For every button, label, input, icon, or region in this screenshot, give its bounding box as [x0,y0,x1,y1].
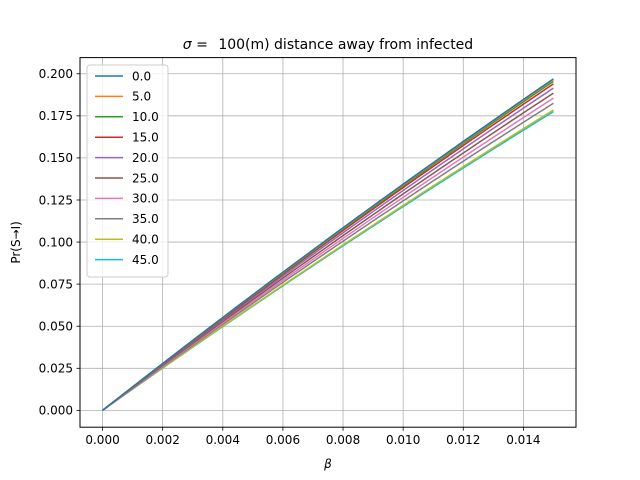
legend-label: 10.0 [132,110,159,124]
legend-label: 20.0 [132,151,159,165]
x-tick-label: 0.004 [206,433,240,447]
x-axis-label: β [323,457,332,471]
legend-label: 30.0 [132,192,159,206]
legend-label: 45.0 [132,253,159,267]
y-tick-label: 0.125 [39,193,73,207]
x-tick-label: 0.002 [145,433,179,447]
y-tick-label: 0.150 [39,151,73,165]
y-tick-label: 0.050 [39,320,73,334]
x-axis-ticks: 0.000 0.002 0.004 0.006 0.008 0.010 0.012 0.014 [85,427,541,447]
x-tick-label: 0.012 [446,433,480,447]
chart-title-prefix: σ = [183,37,208,53]
legend-label: 5.0 [132,90,151,104]
series-line-40-0 [102,109,554,411]
y-tick-label: 0.075 [39,277,73,291]
legend-box [86,64,169,278]
y-tick-label: 0.000 [39,404,73,418]
grid [80,57,576,428]
y-axis-ticks: 0.000 0.025 0.050 0.075 0.100 0.125 0.150 0.175… [39,67,80,418]
legend-label: 35.0 [132,212,159,226]
series-line-0-0 [102,78,554,411]
legend-label: 40.0 [132,233,159,247]
y-tick-label: 0.100 [39,235,73,249]
y-axis-label: Pr(S→I) [9,221,23,264]
legend-label: 25.0 [132,171,159,185]
x-tick-label: 0.008 [326,433,360,447]
x-tick-label: 0.000 [85,433,119,447]
y-tick-label: 0.200 [39,67,73,81]
series-lines [102,78,554,411]
legend-label: 15.0 [132,131,159,145]
y-tick-label: 0.025 [39,362,73,376]
legend-label: 0.0 [132,69,151,83]
legend: 0.0 5.0 10.0 15.0 20.0 25.0 30.0 35.0 40.0 45.0 [86,64,169,278]
chart-title: σ = 100(m) distance away from infected [183,37,473,53]
x-tick-label: 0.014 [506,433,540,447]
chart-title-text: 100(m) distance away from infected [218,37,473,53]
x-tick-label: 0.006 [266,433,300,447]
y-tick-label: 0.175 [39,109,73,123]
x-tick-label: 0.010 [386,433,420,447]
